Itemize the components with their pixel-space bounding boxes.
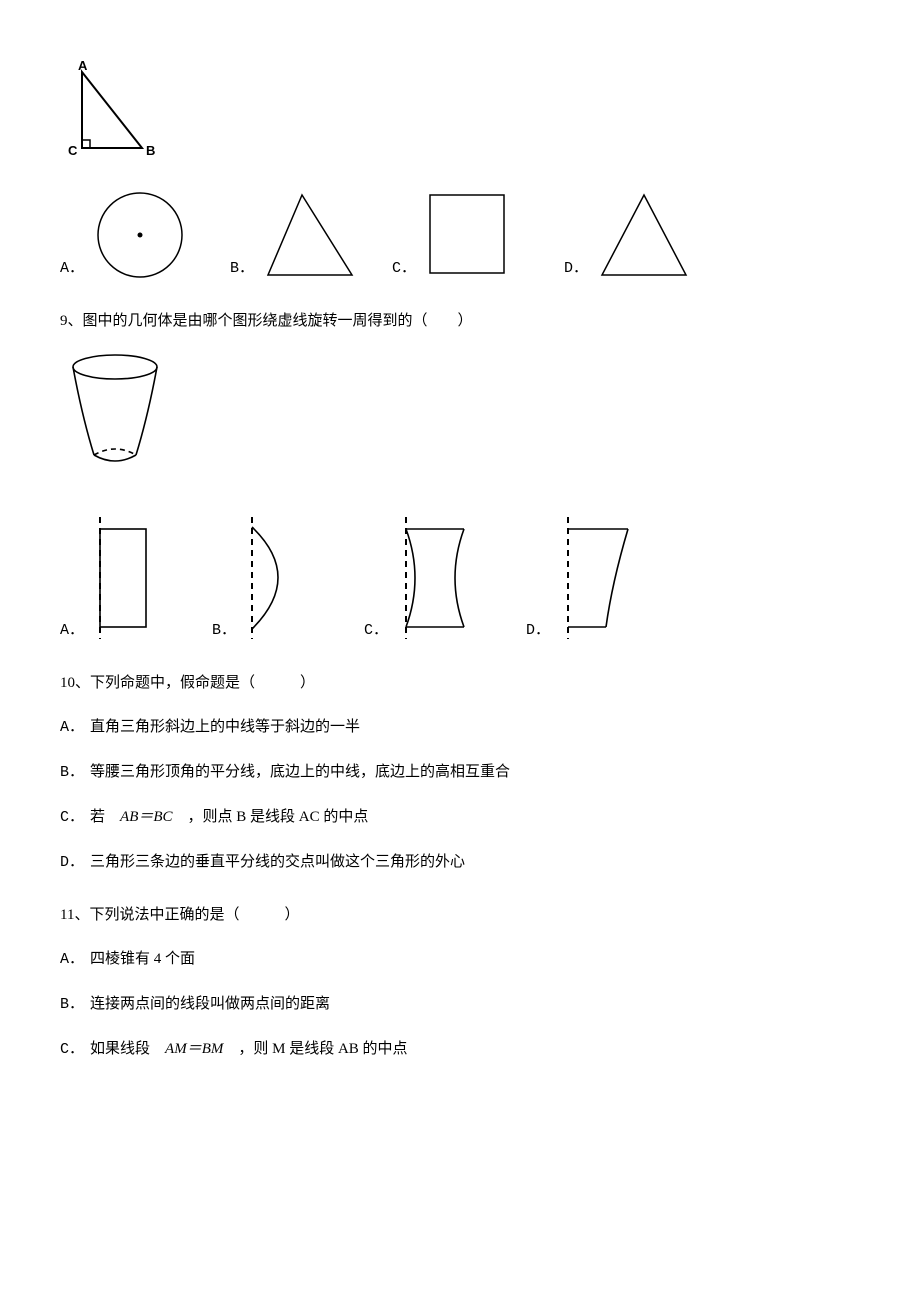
option-prefix: A． xyxy=(60,719,84,736)
q9-text: 9、图中的几何体是由哪个图形绕虚线旋转一周得到的（ ） xyxy=(60,309,860,333)
option-body: 等腰三角形顶角的平分线，底边上的中线，底边上的高相互重合 xyxy=(90,764,510,780)
q8-option-D[interactable]: D． xyxy=(564,189,694,281)
q10-text: 10、下列命题中，假命题是（ ） xyxy=(60,671,860,695)
option-math: AB＝BC xyxy=(120,809,173,825)
q9-option-A[interactable]: A． xyxy=(60,513,170,643)
q11-option-A[interactable]: A． 四棱锥有 4 个面 xyxy=(60,947,860,972)
option-label: B． xyxy=(230,257,254,281)
q8-option-C[interactable]: C． xyxy=(392,189,512,281)
option-pre: 若 xyxy=(90,809,120,825)
option-post: ，则 M 是线段 AB 的中点 xyxy=(223,1041,407,1057)
q10-option-C[interactable]: C． 若 AB＝BC ，则点 B 是线段 AC 的中点 xyxy=(60,805,860,830)
option-label: A． xyxy=(60,619,84,643)
shape-D xyxy=(556,513,646,643)
q9-solid-figure xyxy=(60,351,860,489)
shape-C xyxy=(394,513,484,643)
option-body: 三角形三条边的垂直平分线的交点叫做这个三角形的外心 xyxy=(90,854,465,870)
option-label: C． xyxy=(392,257,416,281)
shape-B xyxy=(242,513,322,643)
q9-option-B[interactable]: B． xyxy=(212,513,322,643)
option-prefix: C． xyxy=(60,1041,84,1058)
q11-option-B[interactable]: B． 连接两点间的线段叫做两点间的距离 xyxy=(60,992,860,1017)
option-label: D． xyxy=(526,619,550,643)
option-prefix: B． xyxy=(60,764,84,781)
option-label: B． xyxy=(212,619,236,643)
iso-triangle-icon xyxy=(594,189,694,281)
option-body: 四棱锥有 4 个面 xyxy=(90,951,195,967)
q9-option-D[interactable]: D． xyxy=(526,513,646,643)
q11-text: 11、下列说法中正确的是（ ） xyxy=(60,903,860,927)
q9-option-C[interactable]: C． xyxy=(364,513,484,643)
option-prefix: A． xyxy=(60,951,84,968)
option-label: C． xyxy=(364,619,388,643)
label-A: A xyxy=(78,60,88,73)
circle-icon xyxy=(90,189,190,281)
option-body: 连接两点间的线段叫做两点间的距离 xyxy=(90,996,330,1012)
q10-option-B[interactable]: B． 等腰三角形顶角的平分线，底边上的中线，底边上的高相互重合 xyxy=(60,760,860,785)
triangle-shape xyxy=(82,72,142,148)
triangle-icon xyxy=(260,189,360,281)
q11-option-C[interactable]: C． 如果线段 AM＝BM ，则 M 是线段 AB 的中点 xyxy=(60,1037,860,1062)
q8-option-A[interactable]: A． xyxy=(60,189,190,281)
option-label: A． xyxy=(60,257,84,281)
q10-option-A[interactable]: A． 直角三角形斜边上的中线等于斜边的一半 xyxy=(60,715,860,740)
q8-option-B[interactable]: B． xyxy=(230,189,360,281)
label-C: C xyxy=(68,143,78,158)
q10-option-D[interactable]: D． 三角形三条边的垂直平分线的交点叫做这个三角形的外心 xyxy=(60,850,860,875)
right-angle-mark xyxy=(82,140,90,148)
label-B: B xyxy=(146,143,155,158)
q8-options: A． B． C． D． xyxy=(60,189,860,281)
option-prefix: D． xyxy=(60,854,84,871)
option-prefix: B． xyxy=(60,996,84,1013)
option-prefix: C． xyxy=(60,809,84,826)
option-post: ，则点 B 是线段 AC 的中点 xyxy=(173,809,369,825)
option-label: D． xyxy=(564,257,588,281)
square-icon xyxy=(422,189,512,281)
q8-stem-figure: A B C xyxy=(60,60,860,173)
option-pre: 如果线段 xyxy=(90,1041,165,1057)
option-body: 直角三角形斜边上的中线等于斜边的一半 xyxy=(90,719,360,735)
q9-options: A． B． C． D． xyxy=(60,513,860,643)
option-math: AM＝BM xyxy=(165,1041,223,1057)
shape-A xyxy=(90,513,170,643)
